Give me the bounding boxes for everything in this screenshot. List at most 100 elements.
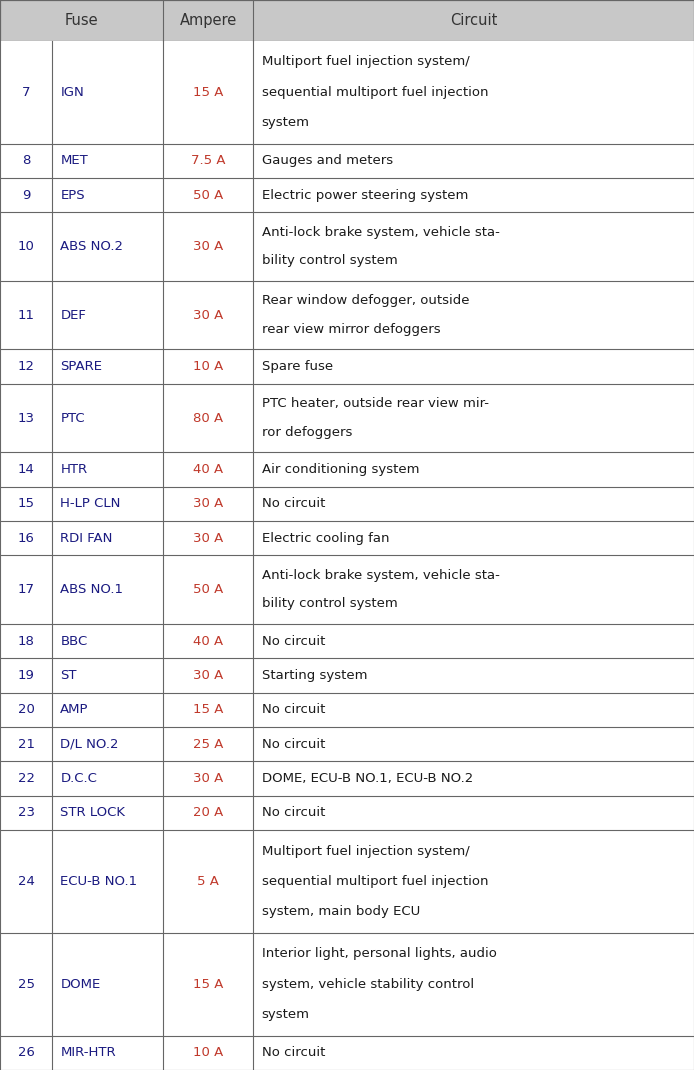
Text: Multiport fuel injection system/: Multiport fuel injection system/: [262, 56, 469, 68]
Text: D/L NO.2: D/L NO.2: [60, 737, 119, 750]
Bar: [0, 143, 694, 178]
Bar: [0, 658, 694, 692]
Text: STR LOCK: STR LOCK: [60, 806, 126, 820]
Text: 30 A: 30 A: [193, 498, 223, 510]
Bar: [0, 0, 694, 41]
Text: 13: 13: [17, 412, 35, 425]
Text: ST: ST: [60, 669, 77, 682]
Text: DOME, ECU-B NO.1, ECU-B NO.2: DOME, ECU-B NO.1, ECU-B NO.2: [262, 771, 473, 785]
Text: 24: 24: [17, 875, 35, 888]
Text: DEF: DEF: [60, 308, 86, 322]
Text: H-LP CLN: H-LP CLN: [60, 498, 121, 510]
Text: 10: 10: [17, 240, 35, 253]
Text: Circuit: Circuit: [450, 13, 498, 28]
Text: EPS: EPS: [60, 188, 85, 201]
Text: BBC: BBC: [60, 635, 87, 647]
Text: 17: 17: [17, 583, 35, 596]
Text: ECU-B NO.1: ECU-B NO.1: [60, 875, 137, 888]
Text: Spare fuse: Spare fuse: [262, 361, 332, 373]
Bar: [0, 795, 694, 830]
Text: 30 A: 30 A: [193, 669, 223, 682]
Text: 30 A: 30 A: [193, 771, 223, 785]
Text: 23: 23: [17, 806, 35, 820]
Text: Fuse: Fuse: [65, 13, 99, 28]
Text: 30 A: 30 A: [193, 308, 223, 322]
Text: Ampere: Ampere: [180, 13, 237, 28]
Bar: [0, 212, 694, 280]
Text: No circuit: No circuit: [262, 806, 325, 820]
Text: No circuit: No circuit: [262, 737, 325, 750]
Text: 25: 25: [17, 978, 35, 991]
Bar: [0, 727, 694, 761]
Text: system: system: [262, 1008, 310, 1021]
Text: Starting system: Starting system: [262, 669, 367, 682]
Bar: [0, 453, 694, 487]
Text: bility control system: bility control system: [262, 597, 398, 611]
Text: ABS NO.1: ABS NO.1: [60, 583, 124, 596]
Text: HTR: HTR: [60, 463, 87, 476]
Text: SPARE: SPARE: [60, 361, 103, 373]
Text: 80 A: 80 A: [193, 412, 223, 425]
Text: ABS NO.2: ABS NO.2: [60, 240, 124, 253]
Bar: [0, 933, 694, 1036]
Text: 20: 20: [17, 703, 35, 716]
Text: Rear window defogger, outside: Rear window defogger, outside: [262, 294, 469, 307]
Text: PTC heater, outside rear view mir-: PTC heater, outside rear view mir-: [262, 397, 489, 410]
Text: bility control system: bility control system: [262, 255, 398, 268]
Text: 40 A: 40 A: [193, 635, 223, 647]
Text: 30 A: 30 A: [193, 240, 223, 253]
Text: MET: MET: [60, 154, 88, 167]
Text: DOME: DOME: [60, 978, 101, 991]
Text: sequential multiport fuel injection: sequential multiport fuel injection: [262, 875, 488, 888]
Text: 16: 16: [17, 532, 35, 545]
Text: 18: 18: [17, 635, 35, 647]
Text: 22: 22: [17, 771, 35, 785]
Text: 20 A: 20 A: [193, 806, 223, 820]
Bar: [0, 521, 694, 555]
Text: No circuit: No circuit: [262, 703, 325, 716]
Text: 10 A: 10 A: [193, 361, 223, 373]
Text: 30 A: 30 A: [193, 532, 223, 545]
Text: 11: 11: [17, 308, 35, 322]
Bar: [0, 761, 694, 795]
Bar: [0, 1036, 694, 1070]
Text: rear view mirror defoggers: rear view mirror defoggers: [262, 323, 440, 336]
Text: Electric cooling fan: Electric cooling fan: [262, 532, 389, 545]
Text: 10 A: 10 A: [193, 1046, 223, 1059]
Text: 9: 9: [22, 188, 31, 201]
Bar: [0, 384, 694, 453]
Bar: [0, 350, 694, 384]
Text: Air conditioning system: Air conditioning system: [262, 463, 419, 476]
Text: Gauges and meters: Gauges and meters: [262, 154, 393, 167]
Text: No circuit: No circuit: [262, 1046, 325, 1059]
Text: 15 A: 15 A: [193, 86, 223, 98]
Bar: [0, 178, 694, 212]
Text: 15: 15: [17, 498, 35, 510]
Text: ror defoggers: ror defoggers: [262, 426, 352, 439]
Text: system, main body ECU: system, main body ECU: [262, 905, 420, 918]
Bar: [0, 692, 694, 727]
Bar: [0, 555, 694, 624]
Text: 12: 12: [17, 361, 35, 373]
Text: 15 A: 15 A: [193, 703, 223, 716]
Text: IGN: IGN: [60, 86, 84, 98]
Bar: [0, 487, 694, 521]
Text: MIR-HTR: MIR-HTR: [60, 1046, 116, 1059]
Text: 40 A: 40 A: [193, 463, 223, 476]
Text: Interior light, personal lights, audio: Interior light, personal lights, audio: [262, 947, 496, 961]
Bar: [0, 41, 694, 143]
Text: Anti-lock brake system, vehicle sta-: Anti-lock brake system, vehicle sta-: [262, 569, 500, 582]
Text: Electric power steering system: Electric power steering system: [262, 188, 468, 201]
Text: 15 A: 15 A: [193, 978, 223, 991]
Text: No circuit: No circuit: [262, 635, 325, 647]
Bar: [0, 624, 694, 658]
Text: No circuit: No circuit: [262, 498, 325, 510]
Text: D.C.C: D.C.C: [60, 771, 97, 785]
Text: 14: 14: [17, 463, 35, 476]
Text: 7: 7: [22, 86, 31, 98]
Text: Anti-lock brake system, vehicle sta-: Anti-lock brake system, vehicle sta-: [262, 226, 500, 239]
Text: AMP: AMP: [60, 703, 89, 716]
Bar: [0, 280, 694, 350]
Bar: [0, 830, 694, 933]
Text: Multiport fuel injection system/: Multiport fuel injection system/: [262, 844, 469, 857]
